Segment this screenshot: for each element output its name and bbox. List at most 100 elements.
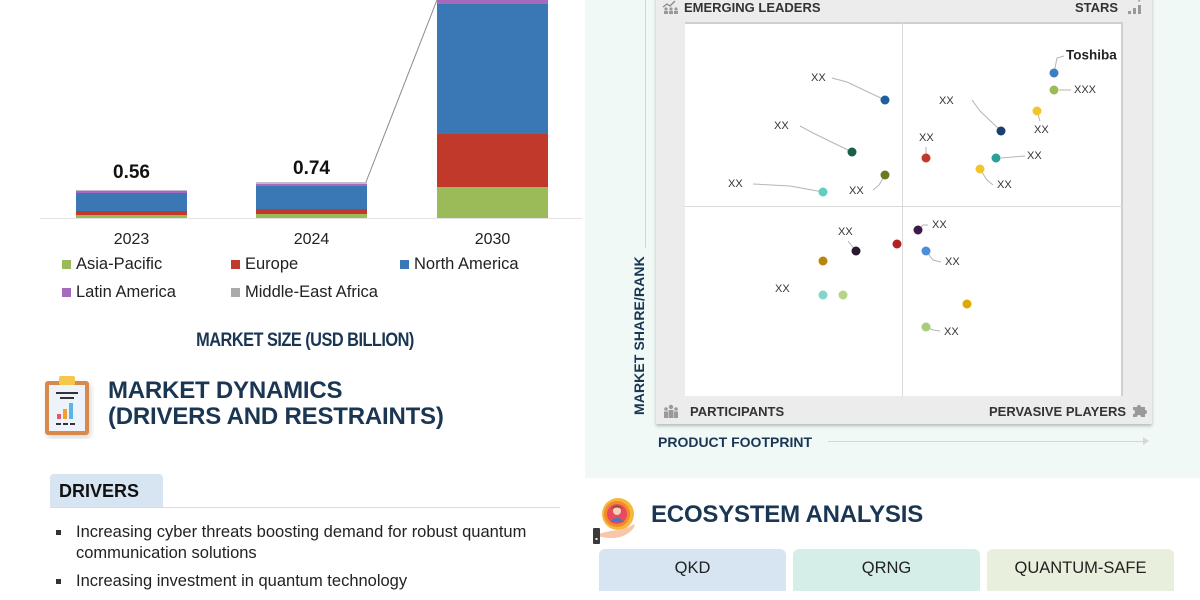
year-label-2023: 2023 [113,231,150,248]
bar-segment-north-america [437,4,548,134]
point-label: XX [945,256,960,268]
bar-segment-europe [76,211,187,215]
legend-label: Middle-East Africa [245,283,378,301]
data-point[interactable] [921,322,931,332]
legend-label: Europe [245,255,299,273]
driver-text-line1: Increasing investment in quantum technol… [76,572,408,590]
data-point[interactable] [962,299,972,309]
data-point[interactable] [975,164,985,174]
driver-item: Increasing cyber threats boosting demand… [56,522,556,564]
bar-segment-middle-east-africa [76,190,187,191]
legend-swatch [62,288,71,297]
legend-item-north-america: North America [400,255,519,274]
year-label-2030: 2030 [474,231,511,248]
group-people-icon [664,404,678,418]
puzzle-icon [1133,405,1148,417]
point-label: XX [774,120,789,132]
bar-value-2024: 0.74 [293,158,330,179]
svg-text:*: * [1138,0,1141,6]
quadrant-vertical-divider [902,22,903,396]
legend-swatch [231,260,240,269]
legend-item-asia-pacific: Asia-Pacific [62,255,162,274]
legend-item-latin-america: Latin America [62,283,176,302]
bar-2024[interactable] [256,182,367,218]
bar-2030[interactable] [437,0,548,218]
y-axis-arrow-line [645,0,646,248]
data-point[interactable] [818,290,828,300]
data-point[interactable] [847,147,857,157]
driver-text-line1: Increasing cyber threats boosting demand… [76,523,527,541]
legend-item-middle-east-africa: Middle-East Africa [231,283,378,302]
clipboard-chart-icon [45,376,89,435]
data-point[interactable] [913,225,923,235]
driver-text-line2: communication solutions [76,544,257,562]
bar-segment-asia-pacific [256,214,367,218]
bar-segment-latin-america [256,184,367,186]
point-label: XX [775,283,790,295]
point-label-toshiba: Toshiba [1066,47,1117,63]
market-dynamics-title: MARKET DYNAMICS (DRIVERS AND RESTRAINTS) [108,378,444,430]
quadrant-label-text: STARS [1075,0,1119,15]
ecosystem-tab-qrng[interactable]: QRNG [793,549,980,591]
legend-label: Latin America [76,283,176,301]
data-point[interactable] [818,256,828,266]
quadrant-label-text: PARTICIPANTS [690,403,785,419]
bullet-icon [56,579,61,584]
point-label: XXX [1074,84,1097,96]
point-label: XX [1034,124,1049,136]
year-label-2024: 2024 [293,231,330,248]
quadrant-horizontal-divider [685,206,1123,207]
data-point[interactable] [1032,106,1042,116]
bar-segment-asia-pacific [437,187,548,218]
data-point[interactable] [991,153,1001,163]
data-point[interactable] [996,126,1006,136]
bar-segment-europe [256,209,367,214]
market-dynamics-title-line1: MARKET DYNAMICS [108,377,343,404]
data-point[interactable] [921,153,931,163]
point-label: XX [838,226,853,238]
market-size-title: MARKET SIZE (USD BILLION) [196,330,414,351]
data-point[interactable] [921,246,931,256]
ecosystem-tab-qkd[interactable]: QKD [599,549,786,591]
x-axis-arrow-head-icon [1143,437,1149,445]
bullet-icon [56,530,61,535]
bar-segment-europe [437,134,548,187]
bar-segment-latin-america [76,191,187,193]
quadrant-plot-area [685,22,1123,396]
point-label: XX [932,219,947,231]
point-label: XX [811,72,826,84]
data-point-toshiba[interactable] [1049,68,1059,78]
legend-item-europe: Europe [231,255,298,274]
point-label: XX [728,178,743,190]
hand-holding-person-icon [593,498,635,544]
data-point[interactable] [880,170,890,180]
bar-2023[interactable] [76,190,187,218]
bar-value-2023: 0.56 [113,162,150,183]
drivers-divider [50,507,560,508]
legend-label: North America [414,255,519,273]
data-point[interactable] [892,239,902,249]
ecosystem-tab-quantum-safe[interactable]: QUANTUM-SAFE [987,549,1174,591]
data-point[interactable] [1049,85,1059,95]
quadrant-label-text: EMERGING LEADERS [684,0,821,15]
legend-label: Asia-Pacific [76,255,163,273]
bar-segment-north-america [256,186,367,209]
bar-segment-latin-america [437,0,548,4]
y-axis-label: MARKET SHARE/RANK [631,256,647,415]
drivers-tab[interactable]: DRIVERS [50,474,163,507]
quadrant-label-participants: PARTICIPANTS [662,403,784,419]
legend-swatch [400,260,409,269]
x-axis-arrow-line [828,441,1146,442]
data-point[interactable] [880,95,890,105]
data-point[interactable] [851,246,861,256]
market-dynamics-title-line2: (DRIVERS AND RESTRAINTS) [108,403,444,430]
quadrant-label-pervasive-players: PERVASIVE PLAYERS [989,403,1148,419]
data-point[interactable] [818,187,828,197]
quadrant-label-emerging-leaders: EMERGING LEADERS [662,0,821,15]
growth-people-icon [662,0,678,14]
signal-bars-star-icon: * [1128,0,1142,14]
data-point[interactable] [838,290,848,300]
point-label: XX [939,95,954,107]
legend-swatch [231,288,240,297]
company-evaluation-quadrant: MARKET SHARE/RANK EMERGING LEADERS STARS… [585,0,1200,478]
